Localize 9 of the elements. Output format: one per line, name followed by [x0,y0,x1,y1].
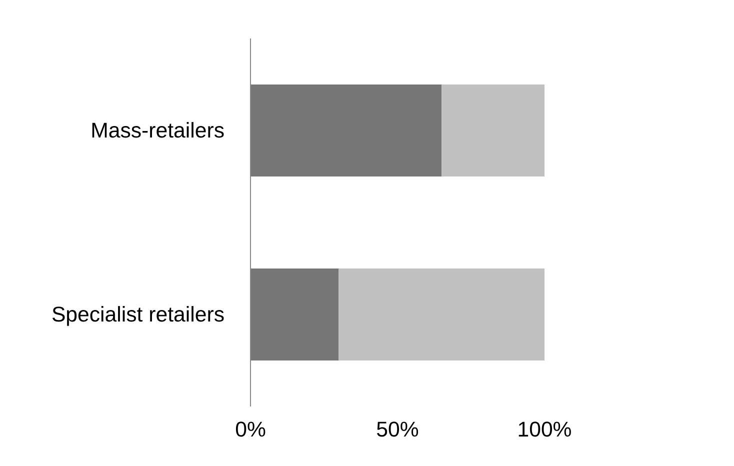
bar [442,84,544,176]
x-tick-label: 0% [235,418,266,442]
bar [338,268,544,360]
bar [250,268,339,360]
y-tick-label: Specialist retailers [51,302,224,326]
x-tick-label: 50% [376,418,419,442]
y-tick-label: Mass-retailers [90,118,225,142]
bar [250,84,442,176]
x-tick-label: 100% [517,418,572,442]
